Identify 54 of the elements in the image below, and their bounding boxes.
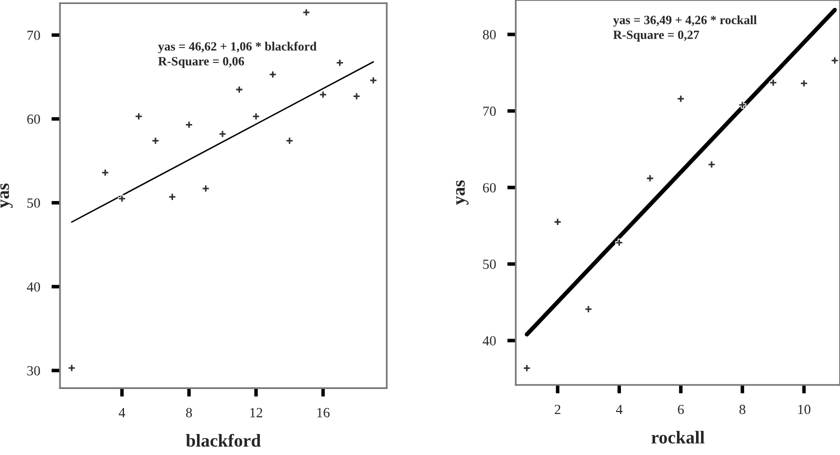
- point: [235, 86, 244, 94]
- point: [676, 94, 685, 103]
- point: [352, 92, 361, 100]
- y-tick-label: 30: [27, 366, 40, 376]
- point: [554, 218, 562, 226]
- point: [319, 90, 328, 99]
- point: [830, 56, 839, 64]
- point: [252, 112, 260, 120]
- point: [68, 364, 76, 372]
- y-axis-title: yas: [0, 184, 13, 208]
- point: [769, 78, 778, 87]
- point: [584, 305, 592, 314]
- x-tick-label: 16: [317, 408, 330, 418]
- point: [134, 112, 143, 120]
- annotation: yas = 36,49 + 4,26 * rockall R-Square = 0,27: [613, 15, 757, 42]
- x-axis-title: rockall: [651, 430, 704, 444]
- point: [185, 120, 193, 129]
- point: [522, 364, 531, 372]
- x-tick-label: 8: [186, 408, 192, 418]
- x-axis-title: blackford: [186, 434, 261, 447]
- y-axis-title: yas: [456, 180, 469, 205]
- y-tick-label: 50: [483, 260, 496, 269]
- y-tick-label: 60: [27, 114, 40, 124]
- point: [800, 79, 808, 88]
- point: [118, 194, 126, 203]
- point: [738, 100, 746, 109]
- point: [152, 136, 160, 145]
- x-tick-label: 2: [554, 404, 560, 414]
- y-tick-label: 60: [483, 183, 496, 192]
- annotation: yas = 46,62 + 1,06 * blackford R-Square = 0,06: [158, 42, 317, 68]
- y-tick-label: 80: [482, 30, 496, 40]
- x-tick-label: 4: [616, 404, 622, 414]
- x-tick-label: 4: [118, 408, 126, 418]
- y-tick-label: 70: [483, 106, 496, 116]
- point: [369, 76, 378, 84]
- point: [646, 174, 654, 182]
- point: [202, 184, 210, 192]
- point: [336, 58, 344, 67]
- y-tick-label: 50: [27, 198, 40, 208]
- point: [615, 238, 624, 247]
- x-tick-label: 12: [250, 408, 262, 418]
- point: [286, 136, 294, 145]
- point: [218, 130, 226, 138]
- x-tick-label: 10: [798, 404, 810, 414]
- point: [268, 70, 277, 78]
- point: [168, 192, 176, 201]
- point: [708, 160, 716, 168]
- point: [101, 168, 110, 177]
- x-tick-label: 8: [739, 404, 746, 414]
- y-tick-label: 40: [482, 336, 496, 346]
- x-tick-label: 6: [678, 404, 684, 414]
- y-tick-label: 40: [26, 282, 40, 292]
- point: [302, 8, 310, 16]
- y-tick-label: 70: [28, 30, 40, 40]
